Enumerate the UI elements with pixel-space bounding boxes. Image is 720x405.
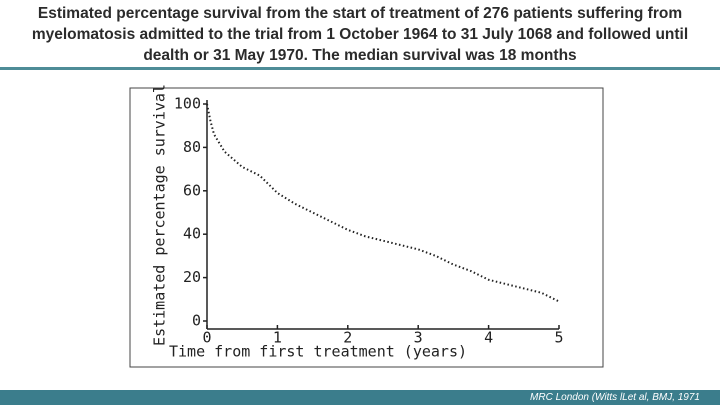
survival-curve [206,103,560,303]
y-tick-label: 80 [183,138,201,156]
x-tick-label: 1 [273,329,282,347]
y-tick-label: 100 [174,95,201,113]
y-tick-label: 0 [192,312,201,330]
y-axis-label: Estimated percentage survival [151,84,169,346]
y-tick-label: 20 [183,268,201,286]
x-axis-label: Time from first treatment (years) [169,343,467,361]
y-tick-label: 60 [183,181,201,199]
x-tick-label: 5 [554,329,563,347]
footer-bar [0,390,720,405]
chart-frame [129,87,604,368]
x-tick-label: 4 [484,329,493,347]
slide-title: Estimated percentage survival from the s… [31,5,689,64]
x-tick-label: 2 [343,329,352,347]
source: MRC London (Witts lLet al, BMJ, 1971 [530,392,700,403]
x-tick-label: 3 [414,329,423,347]
y-tick-label: 40 [183,225,201,243]
x-tick-label: 0 [202,329,211,347]
title-rule [0,67,720,70]
